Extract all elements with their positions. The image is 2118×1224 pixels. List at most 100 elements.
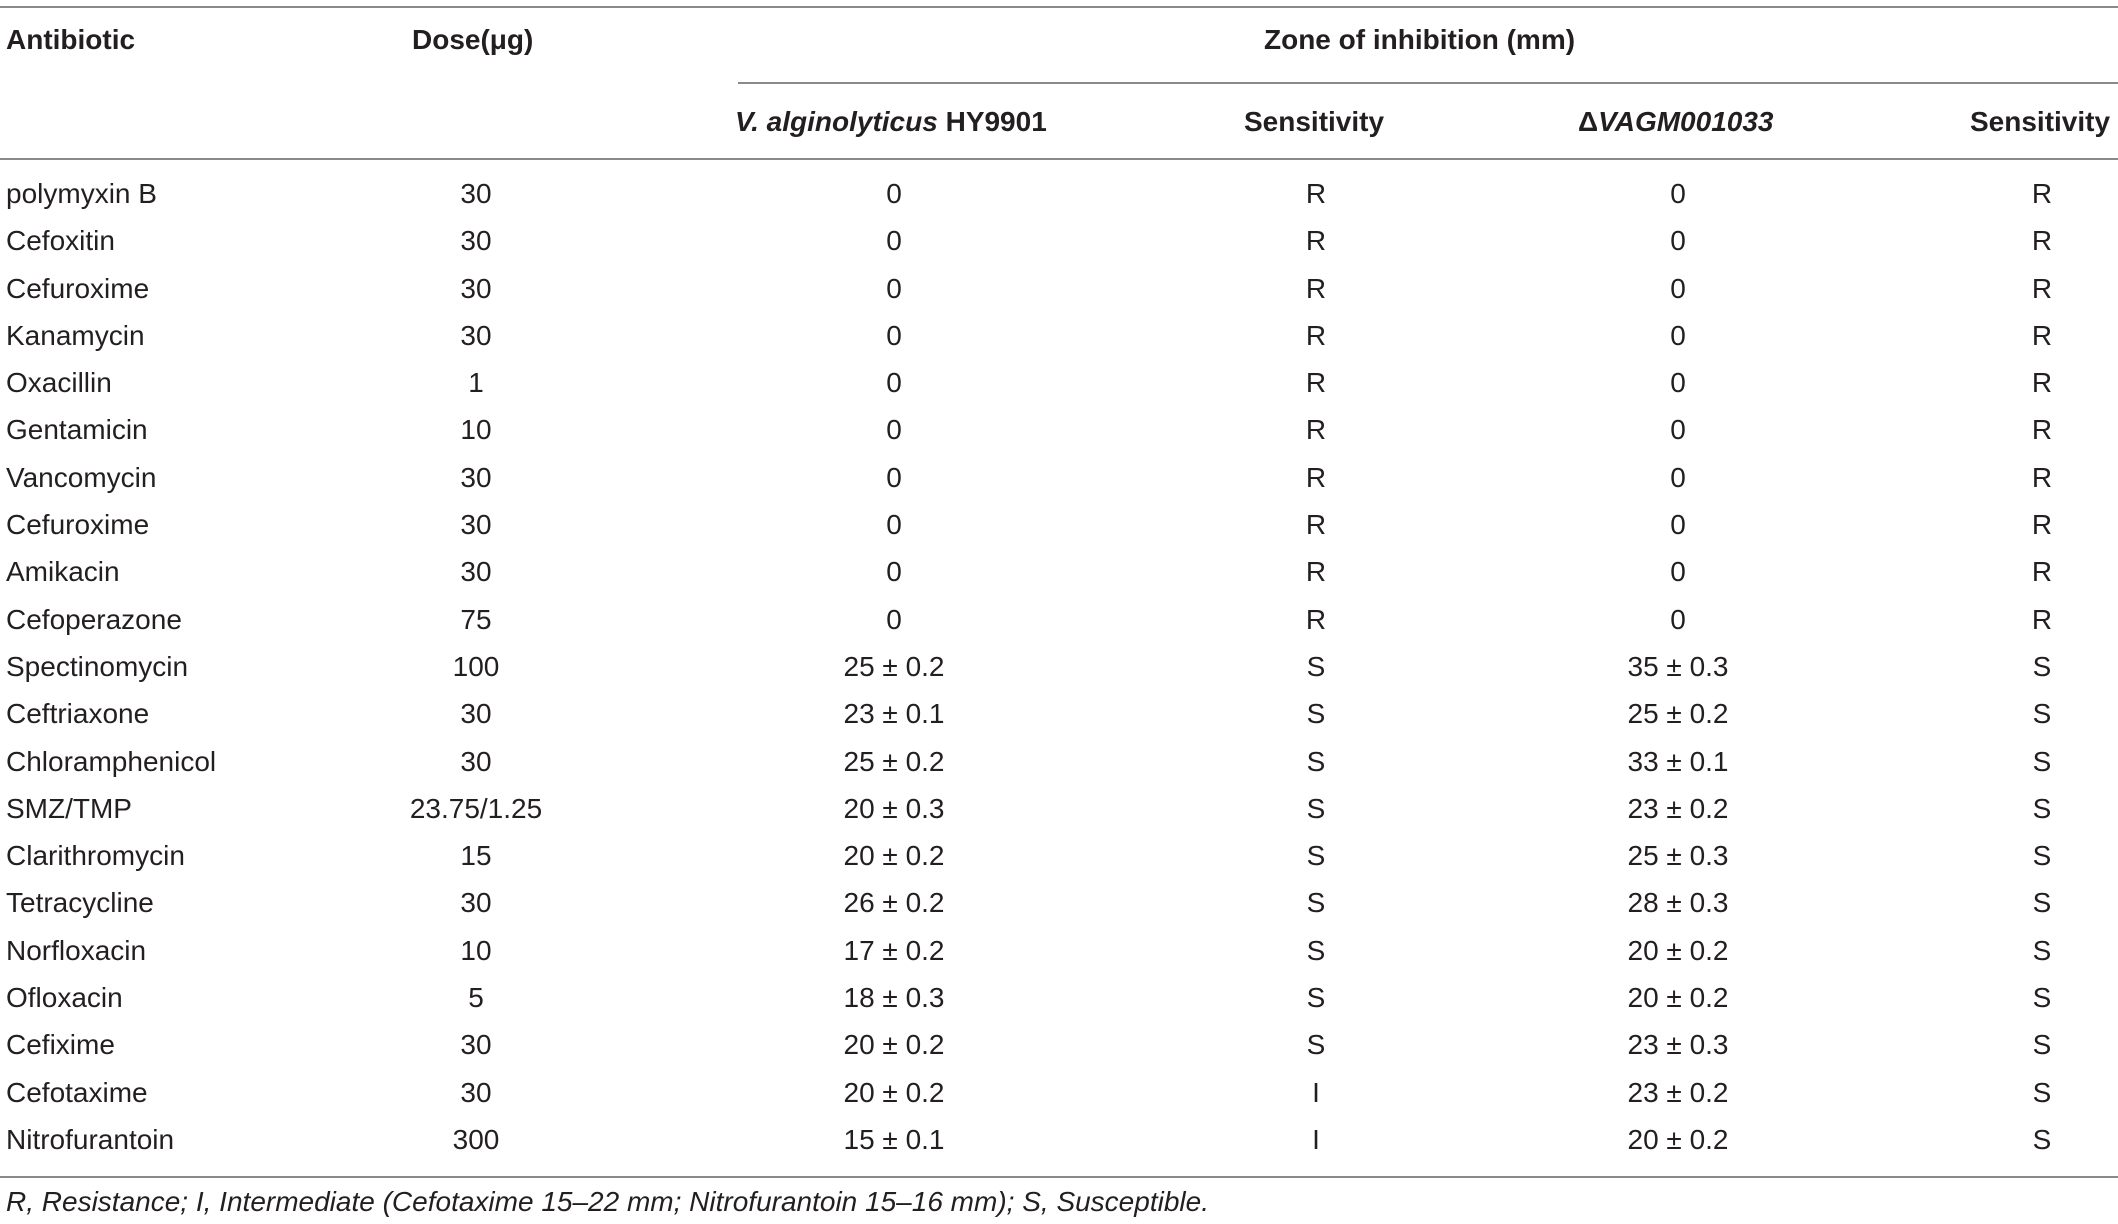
cell-sensitivity-mutant: S — [2032, 1029, 2052, 1061]
cell-sensitivity-mutant: R — [2031, 367, 2053, 399]
strain-id: HY9901 — [937, 106, 1047, 137]
header-zone-of-inhibition: Zone of inhibition (mm) — [1264, 24, 1576, 55]
cell-zone-wild-type: 0 — [886, 272, 902, 304]
cell-sensitivity-mutant: S — [2032, 698, 2052, 730]
cell-antibiotic: Kanamycin — [6, 319, 145, 351]
cell-antibiotic: Vancomycin — [6, 461, 157, 493]
cell-antibiotic: Cefoxitin — [6, 225, 115, 257]
cell-dose: 30 — [460, 556, 492, 588]
cell-zone-wild-type: 0 — [886, 509, 902, 541]
cell-sensitivity-mutant: S — [2032, 934, 2052, 966]
cell-zone-wild-type: 26 ± 0.2 — [843, 887, 945, 919]
cell-dose: 5 — [468, 982, 484, 1014]
table-row: Oxacillin 1 0 R 0 R — [0, 365, 2118, 412]
cell-zone-mutant: 0 — [1670, 603, 1686, 635]
header-sensitivity-mutant: Sensitivity — [1970, 106, 2111, 137]
cell-sensitivity-mutant: S — [2032, 887, 2052, 919]
cell-sensitivity-mutant: S — [2032, 982, 2052, 1014]
cell-sensitivity-wild-type: S — [1306, 792, 1326, 824]
cell-sensitivity-wild-type: S — [1306, 982, 1326, 1014]
cell-zone-wild-type: 0 — [886, 225, 902, 257]
cell-dose: 30 — [460, 745, 492, 777]
cell-sensitivity-wild-type: R — [1305, 603, 1327, 635]
cell-zone-mutant: 25 ± 0.3 — [1627, 840, 1729, 872]
cell-sensitivity-mutant: R — [2031, 461, 2053, 493]
cell-antibiotic: Clarithromycin — [6, 840, 185, 872]
table-row: Spectinomycin 100 25 ± 0.2 S 35 ± 0.3 S — [0, 649, 2118, 696]
cell-sensitivity-wild-type: S — [1306, 745, 1326, 777]
cell-sensitivity-wild-type: R — [1305, 461, 1327, 493]
cell-zone-mutant: 0 — [1670, 414, 1686, 446]
cell-dose: 30 — [460, 225, 492, 257]
cell-dose: 30 — [460, 509, 492, 541]
cell-zone-wild-type: 25 ± 0.2 — [843, 745, 945, 777]
cell-zone-wild-type: 20 ± 0.2 — [843, 840, 945, 872]
cell-zone-mutant: 0 — [1670, 367, 1686, 399]
cell-sensitivity-wild-type: R — [1305, 556, 1327, 588]
cell-zone-mutant: 0 — [1670, 509, 1686, 541]
table-row: Norfloxacin 10 17 ± 0.2 S 20 ± 0.2 S — [0, 933, 2118, 980]
cell-dose: 30 — [460, 272, 492, 304]
cell-sensitivity-wild-type: S — [1306, 887, 1326, 919]
table-row: Clarithromycin 15 20 ± 0.2 S 25 ± 0.3 S — [0, 838, 2118, 885]
cell-sensitivity-mutant: R — [2031, 556, 2053, 588]
cell-sensitivity-wild-type: I — [1312, 1123, 1320, 1155]
cell-dose: 30 — [460, 887, 492, 919]
cell-zone-mutant: 20 ± 0.2 — [1627, 934, 1729, 966]
cell-dose: 1 — [468, 367, 484, 399]
cell-antibiotic: Cefixime — [6, 1029, 115, 1061]
cell-zone-wild-type: 18 ± 0.3 — [843, 982, 945, 1014]
cell-zone-wild-type: 0 — [886, 178, 902, 209]
cell-antibiotic: Spectinomycin — [6, 650, 189, 682]
cell-zone-mutant: 23 ± 0.2 — [1627, 1076, 1729, 1108]
table-top-rule — [0, 6, 2118, 8]
cell-antibiotic: Amikacin — [6, 556, 120, 588]
delta-symbol: Δ — [1578, 106, 1599, 137]
cell-antibiotic: Norfloxacin — [6, 934, 147, 966]
cell-sensitivity-mutant: S — [2032, 650, 2052, 682]
cell-sensitivity-wild-type: R — [1305, 225, 1327, 257]
cell-sensitivity-mutant: R — [2031, 272, 2053, 304]
cell-antibiotic: Cefuroxime — [6, 272, 150, 304]
table-row: Amikacin 30 0 R 0 R — [0, 554, 2118, 601]
cell-sensitivity-mutant: R — [2031, 178, 2053, 209]
cell-zone-mutant: 35 ± 0.3 — [1627, 650, 1729, 682]
cell-antibiotic: Ofloxacin — [6, 982, 123, 1014]
cell-sensitivity-mutant: R — [2031, 225, 2053, 257]
strain-species-name: V. alginolyticus — [735, 106, 938, 137]
cell-sensitivity-wild-type: S — [1306, 840, 1326, 872]
cell-sensitivity-wild-type: S — [1306, 934, 1326, 966]
cell-antibiotic: Oxacillin — [6, 367, 112, 399]
cell-zone-wild-type: 25 ± 0.2 — [843, 650, 945, 682]
cell-zone-wild-type: 17 ± 0.2 — [843, 934, 945, 966]
cell-dose: 75 — [460, 603, 492, 635]
cell-zone-mutant: 0 — [1670, 178, 1686, 209]
cell-dose: 23.75/1.25 — [409, 792, 543, 824]
header-bottom-rule — [0, 158, 2118, 160]
cell-sensitivity-wild-type: S — [1306, 1029, 1326, 1061]
cell-sensitivity-mutant: R — [2031, 414, 2053, 446]
cell-zone-mutant: 23 ± 0.2 — [1627, 792, 1729, 824]
cell-zone-mutant: 0 — [1670, 225, 1686, 257]
table-row: Tetracycline 30 26 ± 0.2 S 28 ± 0.3 S — [0, 885, 2118, 932]
cell-zone-mutant: 20 ± 0.2 — [1627, 1123, 1729, 1155]
table-footnote: R, Resistance; I, Intermediate (Cefotaxi… — [6, 1186, 1209, 1217]
table-row: Vancomycin 30 0 R 0 R — [0, 460, 2118, 507]
cell-sensitivity-mutant: R — [2031, 509, 2053, 541]
cell-dose: 100 — [452, 650, 500, 682]
cell-zone-mutant: 0 — [1670, 272, 1686, 304]
header-dose: Dose(μg) — [412, 24, 534, 55]
cell-sensitivity-mutant: S — [2032, 792, 2052, 824]
cell-zone-mutant: 0 — [1670, 556, 1686, 588]
cell-antibiotic: Tetracycline — [6, 887, 154, 919]
cell-zone-wild-type: 20 ± 0.2 — [843, 1076, 945, 1108]
cell-dose: 30 — [460, 319, 492, 351]
cell-zone-wild-type: 0 — [886, 319, 902, 351]
table-row: Nitrofurantoin 300 15 ± 0.1 I 20 ± 0.2 S — [0, 1122, 2118, 1169]
cell-zone-wild-type: 20 ± 0.3 — [843, 792, 945, 824]
table-bottom-rule — [0, 1176, 2118, 1178]
cell-sensitivity-wild-type: I — [1312, 1076, 1320, 1108]
cell-zone-wild-type: 23 ± 0.1 — [843, 698, 945, 730]
cell-zone-mutant: 28 ± 0.3 — [1627, 887, 1729, 919]
cell-sensitivity-wild-type: R — [1305, 509, 1327, 541]
